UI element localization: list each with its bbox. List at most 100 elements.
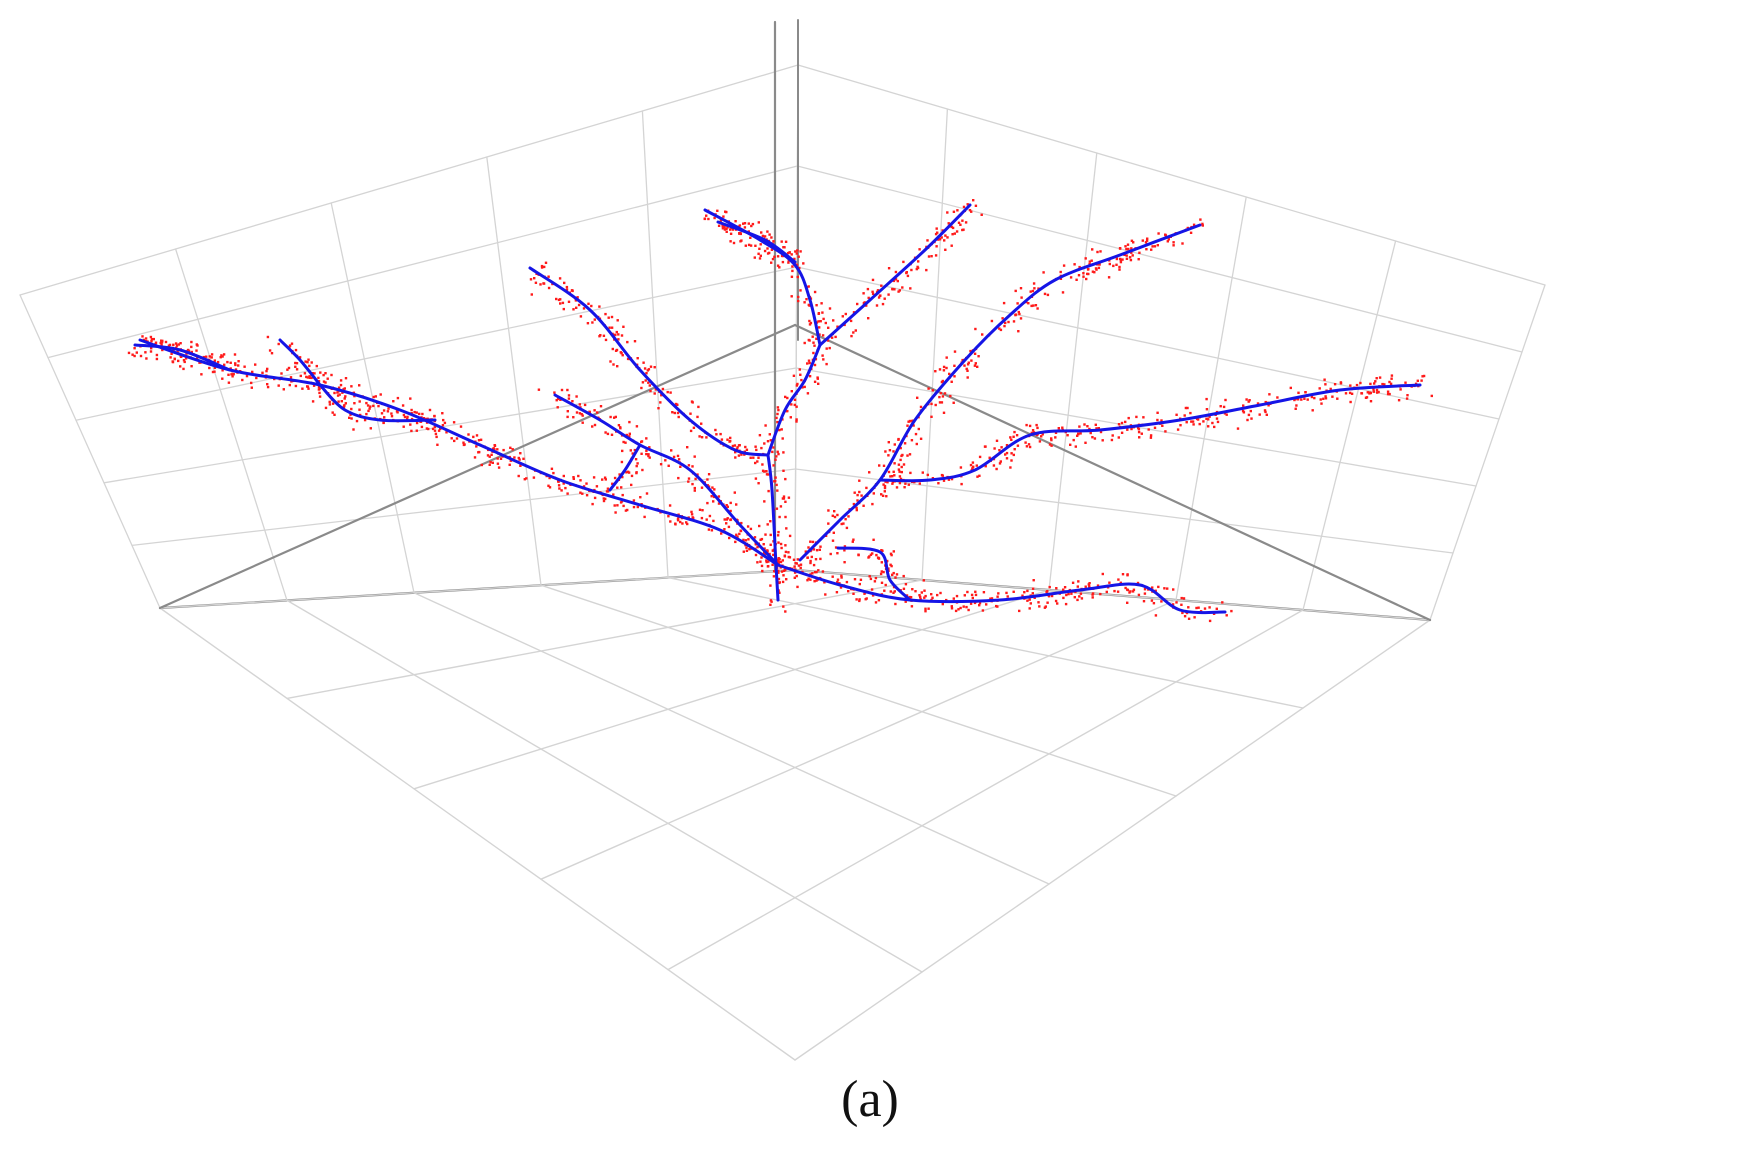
point-cloud-point — [734, 451, 737, 454]
point-cloud-point — [858, 490, 861, 494]
point-cloud-point — [226, 360, 229, 364]
point-cloud-point — [1010, 438, 1013, 441]
point-cloud-point — [479, 438, 483, 441]
point-cloud-point — [1297, 391, 1300, 394]
point-cloud-point — [776, 420, 779, 424]
point-cloud-point — [840, 576, 843, 579]
point-cloud-point — [547, 286, 551, 290]
point-cloud-point — [723, 528, 726, 531]
point-cloud-point — [572, 416, 575, 419]
point-cloud-point — [322, 373, 325, 377]
point-cloud-point — [952, 401, 955, 404]
point-cloud-point — [198, 361, 201, 364]
point-cloud-point — [1208, 619, 1212, 623]
point-cloud-point — [779, 505, 783, 508]
floor-grid-line — [667, 576, 1304, 709]
point-cloud-point — [815, 549, 819, 552]
point-cloud-point — [1373, 382, 1376, 385]
point-cloud-point — [1101, 572, 1104, 576]
point-cloud-point — [1054, 436, 1057, 439]
point-cloud-point — [876, 289, 880, 292]
point-cloud-point — [607, 316, 610, 319]
point-cloud-point — [952, 597, 955, 600]
point-cloud-point — [231, 375, 234, 378]
point-cloud-point — [797, 255, 800, 258]
point-cloud-point — [865, 304, 868, 307]
point-cloud-point — [611, 482, 614, 485]
point-cloud-point — [667, 464, 670, 467]
point-cloud-point — [707, 473, 711, 476]
point-cloud-point — [1374, 380, 1377, 383]
point-cloud-point — [889, 475, 892, 478]
point-cloud-point — [831, 575, 834, 578]
point-cloud-point — [1377, 390, 1380, 394]
point-cloud-point — [1029, 602, 1032, 605]
point-cloud-point — [415, 429, 418, 432]
point-cloud-point — [775, 483, 778, 487]
point-cloud-point — [1386, 392, 1390, 396]
point-cloud-point — [350, 407, 353, 411]
point-cloud-point — [996, 595, 999, 598]
point-cloud-point — [529, 278, 533, 281]
point-cloud-point — [769, 603, 772, 606]
point-cloud-point — [1046, 601, 1049, 604]
point-cloud-point — [1145, 239, 1149, 242]
point-cloud-point — [1378, 376, 1382, 379]
point-cloud-point — [812, 563, 816, 567]
point-cloud-point — [659, 401, 662, 404]
point-cloud-point — [919, 595, 922, 599]
point-cloud-point — [978, 474, 981, 477]
point-cloud-point — [735, 447, 739, 451]
point-cloud-point — [765, 470, 768, 473]
point-cloud-point — [517, 474, 520, 478]
point-cloud-point — [288, 344, 292, 347]
point-cloud-point — [866, 287, 870, 291]
skeleton-branch — [278, 338, 322, 387]
point-cloud-point — [282, 388, 285, 391]
point-cloud-point — [467, 433, 470, 436]
point-cloud-point — [729, 518, 732, 522]
point-cloud-point — [622, 325, 625, 328]
point-cloud-point — [877, 599, 881, 602]
point-cloud-point — [1236, 427, 1240, 430]
point-cloud-point — [555, 297, 558, 301]
point-cloud-point — [930, 402, 933, 406]
point-cloud-point — [610, 433, 614, 436]
skeleton-branch — [766, 343, 822, 457]
point-cloud-point — [311, 400, 315, 403]
point-cloud-point — [734, 540, 737, 544]
point-cloud-point — [647, 454, 650, 458]
point-cloud-point — [1152, 602, 1156, 605]
point-cloud-point — [1117, 423, 1121, 426]
point-cloud-point — [1095, 268, 1098, 271]
point-cloud-point — [859, 578, 863, 581]
point-cloud-point — [745, 549, 749, 552]
point-cloud-point — [558, 487, 561, 490]
point-cloud-point — [1028, 607, 1031, 610]
point-cloud-point — [1222, 405, 1226, 409]
point-cloud-point — [382, 421, 385, 425]
point-cloud-point — [870, 588, 874, 591]
point-cloud-point — [1034, 304, 1038, 307]
floor-grid-line — [286, 579, 923, 700]
point-cloud-point — [906, 454, 909, 457]
point-cloud-point — [1036, 307, 1039, 310]
point-cloud-point — [1084, 585, 1087, 588]
point-cloud-point — [1004, 453, 1007, 456]
point-cloud-point — [1318, 387, 1321, 390]
point-cloud-point — [1160, 600, 1163, 603]
point-cloud-point — [907, 483, 910, 486]
point-cloud-point — [620, 334, 624, 337]
point-cloud-point — [998, 327, 1001, 330]
point-cloud-point — [809, 321, 813, 325]
point-cloud-point — [850, 334, 853, 338]
point-cloud-point — [336, 394, 340, 397]
point-cloud-point — [577, 303, 581, 307]
point-cloud-point — [575, 306, 578, 309]
point-cloud-point — [1033, 287, 1036, 290]
point-cloud-point — [367, 409, 370, 413]
point-cloud-point — [871, 278, 875, 282]
point-cloud-point — [700, 486, 704, 489]
point-cloud-point — [1163, 587, 1166, 590]
